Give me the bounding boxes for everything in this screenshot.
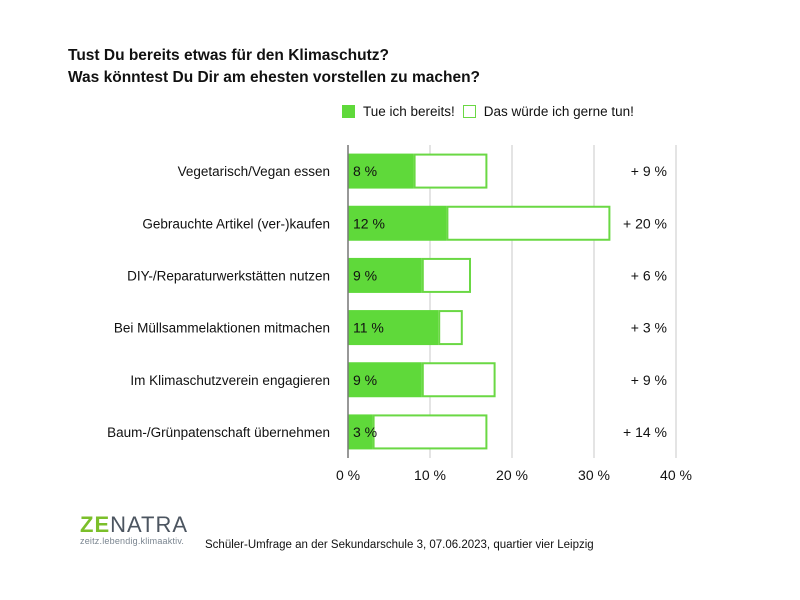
- bar-would: [446, 205, 611, 241]
- legend-item-would: Das würde ich gerne tun!: [462, 104, 634, 119]
- zenatra-logo: ZENATRA zeitz.lebendig.klimaaktiv.: [80, 514, 188, 547]
- x-tick-label: 30 %: [578, 467, 610, 483]
- source-note: Schüler-Umfrage an der Sekundarschule 3,…: [205, 539, 594, 551]
- x-tick-label: 0 %: [336, 467, 360, 483]
- bar-would: [413, 153, 488, 189]
- bar-done-label: 11 %: [353, 320, 384, 336]
- x-tick-label: 10 %: [414, 467, 446, 483]
- logo-wordmark: ZENATRA: [80, 514, 188, 536]
- bar-done-label: 3 %: [353, 424, 377, 440]
- legend-label-done: Tue ich bereits!: [363, 104, 455, 119]
- bar-would: [421, 257, 471, 293]
- legend-item-done: Tue ich bereits!: [342, 104, 455, 119]
- logo-rest: NATRA: [110, 512, 189, 537]
- legend-label-would: Das würde ich gerne tun!: [483, 104, 634, 119]
- title-line-2: Was könntest Du Dir am ehesten vorstelle…: [68, 69, 480, 86]
- title-line-1: Tust Du bereits etwas für den Klimaschut…: [68, 47, 389, 64]
- category-label: Baum-/Grünpatenschaft übernehmen: [107, 425, 330, 440]
- category-label: Im Klimaschutzverein engagieren: [130, 373, 330, 388]
- bar-done: [348, 153, 414, 189]
- bar-would-label: + 9 %: [631, 372, 667, 388]
- category-label: DIY-/Reparaturwerkstätten nutzen: [127, 268, 330, 283]
- legend-swatch-filled: [342, 105, 355, 118]
- x-tick-label: 40 %: [660, 467, 692, 483]
- bar-would-label: + 14 %: [623, 424, 667, 440]
- bar-would: [421, 362, 496, 398]
- logo-tagline: zeitz.lebendig.klimaaktiv.: [80, 536, 185, 546]
- bar-would-label: + 6 %: [631, 267, 667, 283]
- bar-would-label: + 9 %: [631, 163, 667, 179]
- legend-swatch-outline: [462, 105, 476, 118]
- category-label: Vegetarisch/Vegan essen: [178, 164, 330, 179]
- bar-done: [348, 257, 422, 293]
- bar-done: [348, 414, 373, 450]
- bar-done: [348, 205, 447, 241]
- logo-ze: ZE: [80, 512, 111, 537]
- bar-done-label: 8 %: [353, 163, 377, 179]
- bar-done-label: 9 %: [353, 267, 377, 283]
- chart-title: Tust Du bereits etwas für den Klimaschut…: [68, 45, 480, 89]
- bar-would: [438, 310, 463, 346]
- bar-would-label: + 3 %: [631, 320, 667, 336]
- bar-would: [372, 414, 488, 450]
- x-tick-label: 20 %: [496, 467, 528, 483]
- category-label: Gebrauchte Artikel (ver-)kaufen: [142, 216, 330, 231]
- category-label: Bei Müllsammelaktionen mitmachen: [114, 321, 330, 336]
- bar-done-label: 9 %: [353, 372, 377, 388]
- bar-would-label: + 20 %: [623, 215, 667, 231]
- bar-done-label: 12 %: [353, 215, 385, 231]
- bar-done: [348, 310, 439, 346]
- legend: Tue ich bereits! Das würde ich gerne tun…: [342, 104, 642, 119]
- bar-done: [348, 362, 422, 398]
